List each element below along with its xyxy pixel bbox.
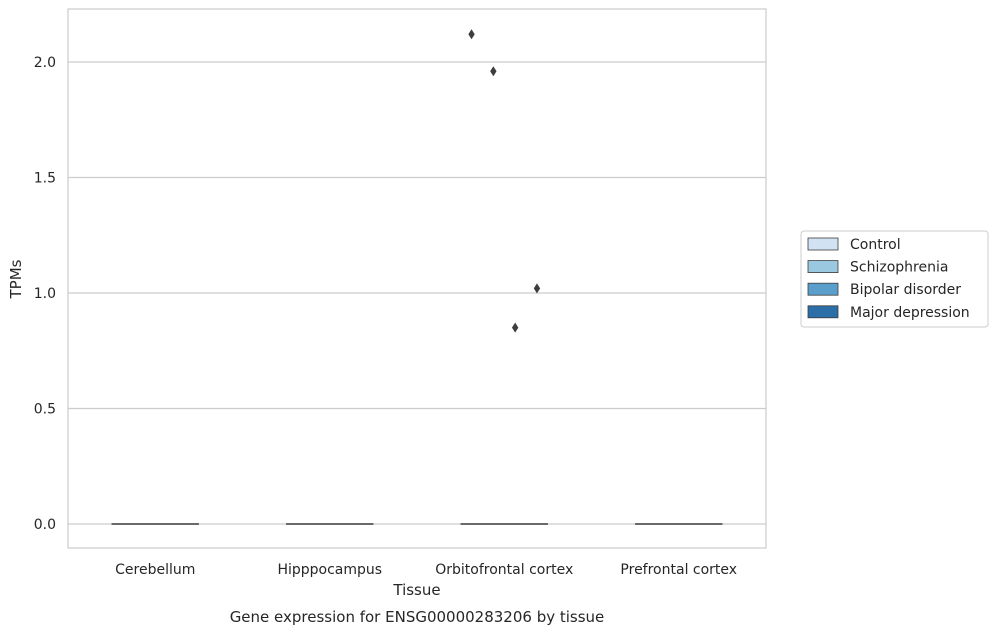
chart-caption: Gene expression for ENSG00000283206 by t… <box>230 608 605 626</box>
x-axis-ticks: Cerebellum Hipppocampus Orbitofrontal cort… <box>115 562 737 578</box>
x-tick-label: Cerebellum <box>115 562 195 578</box>
legend-frame <box>800 230 989 328</box>
x-tick-label: Prefrontal cortex <box>620 562 737 578</box>
legend-swatch <box>807 305 839 319</box>
legend-swatch <box>807 260 839 274</box>
x-tick-label: Orbitofrontal cortex <box>435 562 573 578</box>
y-tick-label: 0.5 <box>34 402 56 418</box>
outlier-point <box>533 283 541 294</box>
legend-label: Major depression <box>850 305 970 321</box>
y-tick-label: 1.5 <box>34 171 56 187</box>
legend-swatch <box>807 237 839 251</box>
y-tick-label: 2.0 <box>34 55 56 71</box>
x-tick-label: Hipppocampus <box>277 562 382 578</box>
outlier-point <box>490 66 497 77</box>
legend-swatch <box>807 282 839 296</box>
plot-frame <box>67 8 767 549</box>
legend-label: Control <box>850 237 901 253</box>
y-axis-label: TPMs <box>7 259 25 299</box>
legend: Control Schizophrenia Bipolar disorder Majo… <box>800 230 989 328</box>
y-tick-label: 0.0 <box>34 517 56 533</box>
x-axis-label: Tissue <box>392 581 440 599</box>
legend-label: Schizophrenia <box>850 260 948 276</box>
outlier-point <box>511 322 519 333</box>
outlier-point <box>468 29 475 40</box>
outliers <box>468 29 541 333</box>
grid-lines <box>68 61 766 525</box>
y-axis-ticks: 0.0 0.5 1.0 1.5 2.0 <box>34 55 56 533</box>
legend-label: Bipolar disorder <box>850 282 961 298</box>
y-tick-label: 1.0 <box>34 286 56 302</box>
